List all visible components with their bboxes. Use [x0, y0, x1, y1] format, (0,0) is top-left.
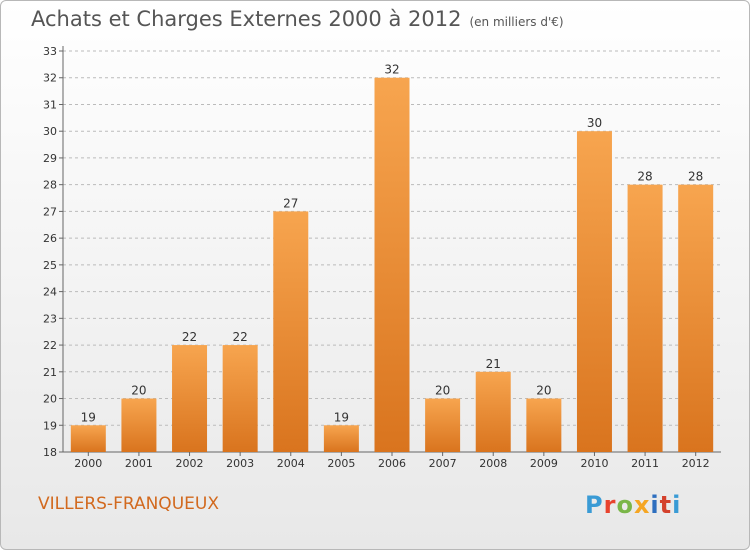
y-tick-label: 30: [43, 125, 57, 138]
bar-value-label: 19: [334, 410, 349, 424]
chart-subtitle: (en milliers d'€): [469, 15, 564, 29]
bar-value-label: 30: [587, 116, 602, 130]
y-tick-label: 28: [43, 179, 57, 192]
bar-value-label: 22: [233, 330, 248, 344]
bar-2006: [374, 77, 410, 452]
y-tick-label: 20: [43, 393, 57, 406]
bar-2007: [425, 398, 461, 452]
bar-2010: [576, 131, 612, 452]
x-tick-label: 2006: [378, 457, 406, 470]
x-tick-label: 2002: [176, 457, 204, 470]
x-tick-label: 2012: [682, 457, 710, 470]
logo-letter: x: [633, 491, 651, 519]
bar-value-label: 20: [435, 384, 450, 398]
bar-2011: [627, 184, 663, 452]
bar-value-label: 22: [182, 330, 197, 344]
bar-value-label: 19: [81, 410, 96, 424]
x-tick-label: 2009: [530, 457, 558, 470]
bar-2001: [121, 398, 157, 452]
logo-letter: r: [603, 491, 617, 519]
y-tick-label: 19: [43, 419, 57, 432]
y-tick-label: 24: [43, 286, 57, 299]
chart-title: Achats et Charges Externes 2000 à 2012 (e…: [31, 7, 564, 31]
y-tick-label: 23: [43, 312, 57, 325]
x-tick-label: 2007: [429, 457, 457, 470]
bar-value-label: 27: [283, 196, 298, 210]
y-tick-label: 27: [43, 205, 57, 218]
y-tick-label: 33: [43, 45, 57, 58]
x-tick-label: 2000: [74, 457, 102, 470]
y-tick-label: 21: [43, 366, 57, 379]
x-tick-label: 2003: [226, 457, 254, 470]
x-tick-label: 2011: [631, 457, 659, 470]
logo-letter: P: [585, 491, 604, 519]
logo-letter: i: [672, 491, 682, 519]
logo-letter: o: [616, 491, 634, 519]
y-tick-label: 29: [43, 152, 57, 165]
x-tick-label: 2010: [580, 457, 608, 470]
y-tick-label: 26: [43, 232, 57, 245]
y-tick-label: 31: [43, 98, 57, 111]
bar-value-label: 28: [688, 170, 703, 184]
logo-letter: t: [659, 491, 673, 519]
bar-2004: [273, 211, 309, 452]
labels: 19 20 22 22 27 19 32 20 21 20 30 28 28: [81, 63, 704, 425]
bars: [70, 77, 714, 452]
bar-2005: [323, 425, 359, 452]
x-tick-label: 2005: [327, 457, 355, 470]
bar-value-label: 21: [486, 357, 501, 371]
town-name: VILLERS-FRANQUEUX: [38, 494, 219, 514]
bar-value-label: 32: [384, 63, 399, 77]
bar-value-label: 20: [131, 384, 146, 398]
y-tick-label: 32: [43, 72, 57, 85]
y-tick-label: 25: [43, 259, 57, 272]
bar-2003: [222, 345, 258, 452]
bar-2012: [678, 184, 714, 452]
x-tick-label: 2001: [125, 457, 153, 470]
x-tick-label: 2008: [479, 457, 507, 470]
bar-value-label: 20: [536, 384, 551, 398]
proxiti-logo[interactable]: Proxiti: [585, 491, 681, 519]
bar-2000: [70, 425, 106, 452]
y-tick-label: 22: [43, 339, 57, 352]
y-tick-label: 18: [43, 446, 57, 459]
chart-title-text: Achats et Charges Externes 2000 à 2012: [31, 7, 462, 31]
x-tick-label: 2004: [277, 457, 305, 470]
bar-2002: [172, 345, 208, 452]
bar-2009: [526, 398, 562, 452]
logo-letter: i: [650, 491, 660, 519]
bar-2008: [475, 371, 511, 452]
bar-value-label: 28: [637, 170, 652, 184]
